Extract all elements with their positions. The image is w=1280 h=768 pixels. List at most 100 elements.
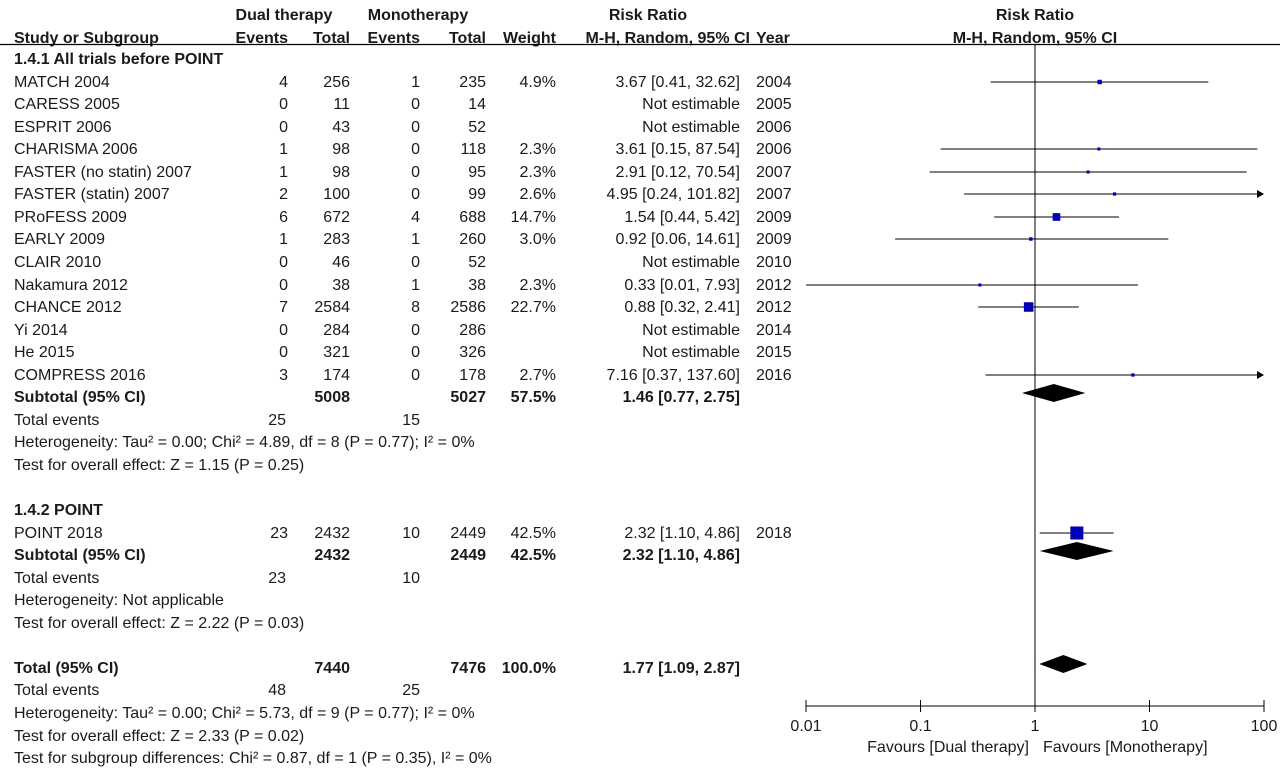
study-year: 2010	[756, 254, 792, 271]
x-tick-label: 10	[1141, 718, 1159, 735]
total-events-dual: 23	[268, 570, 286, 587]
dual-total: 2432	[314, 525, 350, 542]
study-name: Nakamura 2012	[14, 277, 128, 294]
subtotal-mono-total: 7476	[450, 660, 486, 677]
subtotal-ci: 1.46 [0.77, 2.75]	[622, 389, 740, 406]
mono-total: 178	[459, 367, 486, 384]
dual-events: 1	[279, 141, 288, 158]
risk-ratio-ci: Not estimable	[642, 254, 740, 271]
mono-total: 14	[468, 96, 486, 113]
study-name: MATCH 2004	[14, 74, 110, 91]
dual-events: 0	[279, 96, 288, 113]
weight-value: 22.7%	[510, 299, 556, 316]
mono-total: 2449	[450, 525, 486, 542]
heterogeneity-text: Heterogeneity: Tau² = 0.00; Chi² = 5.73,…	[14, 705, 475, 722]
weight-value: 3.0%	[519, 231, 556, 248]
mono-total: 95	[468, 164, 486, 181]
x-tick-label: 0.01	[790, 718, 821, 735]
weight-value: 2.7%	[519, 367, 556, 384]
risk-ratio-ci: 0.88 [0.32, 2.41]	[624, 299, 740, 316]
mono-total: 118	[460, 141, 486, 158]
mono-total: 52	[468, 254, 486, 271]
mono-events: 8	[411, 299, 420, 316]
study-year: 2009	[756, 209, 792, 226]
study-marker	[1086, 170, 1090, 174]
subtotal-weight: 57.5%	[510, 389, 556, 406]
total-events-label: Total events	[14, 412, 100, 429]
mono-events: 0	[411, 367, 420, 384]
year-header: Year	[756, 30, 790, 47]
mono-total: 52	[468, 119, 486, 136]
study-year: 2012	[756, 299, 792, 316]
mono-total: 235	[459, 74, 486, 91]
mono-events-header: Events	[367, 30, 420, 47]
study-marker	[1023, 302, 1034, 312]
subtotal-dual-total: 7440	[314, 660, 350, 677]
dual-total: 256	[323, 74, 350, 91]
pooled-diamond	[1039, 542, 1114, 560]
risk-ratio-ci: 4.95 [0.24, 101.82]	[606, 186, 740, 203]
mono-events: 4	[411, 209, 420, 226]
weight-value: 4.9%	[519, 74, 556, 91]
risk-ratio-header: Risk Ratio	[608, 7, 688, 24]
favours-left-label: Favours [Dual therapy]	[867, 739, 1029, 756]
subgroup-label: 1.4.1 All trials before POINT	[14, 51, 224, 68]
dual-total-header: Total	[312, 30, 350, 47]
weight-value: 2.3%	[519, 141, 556, 158]
mono-total: 326	[459, 344, 486, 361]
x-tick-label: 1	[1031, 718, 1040, 735]
subgroup-difference-text: Test for subgroup differences: Chi² = 0.…	[14, 750, 492, 767]
study-year: 2009	[756, 231, 792, 248]
total-events-label: Total events	[14, 570, 100, 587]
mono-total: 2586	[450, 299, 486, 316]
dual-events: 0	[279, 254, 288, 271]
mono-events: 1	[411, 277, 420, 294]
study-year: 2005	[756, 96, 792, 113]
overall-effect-text: Test for overall effect: Z = 2.22 (P = 0…	[14, 615, 305, 632]
study-name: FASTER (statin) 2007	[14, 186, 170, 203]
study-marker	[1070, 526, 1084, 540]
mono-total: 260	[459, 231, 486, 248]
dual-total: 100	[323, 186, 350, 203]
risk-ratio-ci: 3.67 [0.41, 32.62]	[615, 74, 740, 91]
mono-events: 0	[411, 254, 420, 271]
mono-events: 0	[411, 164, 420, 181]
study-year: 2016	[756, 367, 792, 384]
study-year: 2004	[756, 74, 792, 91]
study-year: 2006	[756, 141, 792, 158]
mono-events: 0	[411, 119, 420, 136]
study-name: FASTER (no statin) 2007	[14, 164, 192, 181]
study-marker	[978, 283, 982, 287]
heterogeneity-text: Heterogeneity: Not applicable	[14, 592, 224, 609]
study-marker	[1029, 237, 1033, 241]
mono-events: 0	[411, 96, 420, 113]
study-year: 2006	[756, 119, 792, 136]
study-name: PRoFESS 2009	[14, 209, 127, 226]
dual-events: 0	[279, 322, 288, 339]
weight-value: 2.3%	[519, 277, 556, 294]
study-name: CHARISMA 2006	[14, 141, 138, 158]
subgroup-label: 1.4.2 POINT	[14, 502, 103, 519]
monotherapy-header: Monotherapy	[367, 7, 469, 24]
mono-total: 38	[468, 277, 486, 294]
subtotal-dual-total: 2432	[314, 547, 350, 564]
weight-value: 2.6%	[519, 186, 556, 203]
dual-events: 4	[279, 74, 288, 91]
dual-events: 0	[279, 119, 288, 136]
dual-total: 2584	[314, 299, 350, 316]
study-year: 2015	[756, 344, 792, 361]
mono-total: 99	[468, 186, 486, 203]
plot-risk-ratio-header: Risk Ratio	[995, 7, 1075, 24]
dual-events: 0	[279, 277, 288, 294]
total-events-mono: 10	[402, 570, 420, 587]
favours-right-label: Favours [Monotherapy]	[1043, 739, 1208, 756]
ci-arrow	[1257, 190, 1264, 198]
dual-therapy-header: Dual therapy	[235, 7, 333, 24]
weight-value: 14.7%	[510, 209, 556, 226]
study-year: 2018	[756, 525, 792, 542]
mono-events: 0	[411, 322, 420, 339]
study-marker	[1097, 147, 1101, 151]
study-marker	[1097, 79, 1102, 85]
mono-events: 1	[411, 231, 420, 248]
plot-method-header: M-H, Random, 95% CI	[952, 30, 1118, 47]
